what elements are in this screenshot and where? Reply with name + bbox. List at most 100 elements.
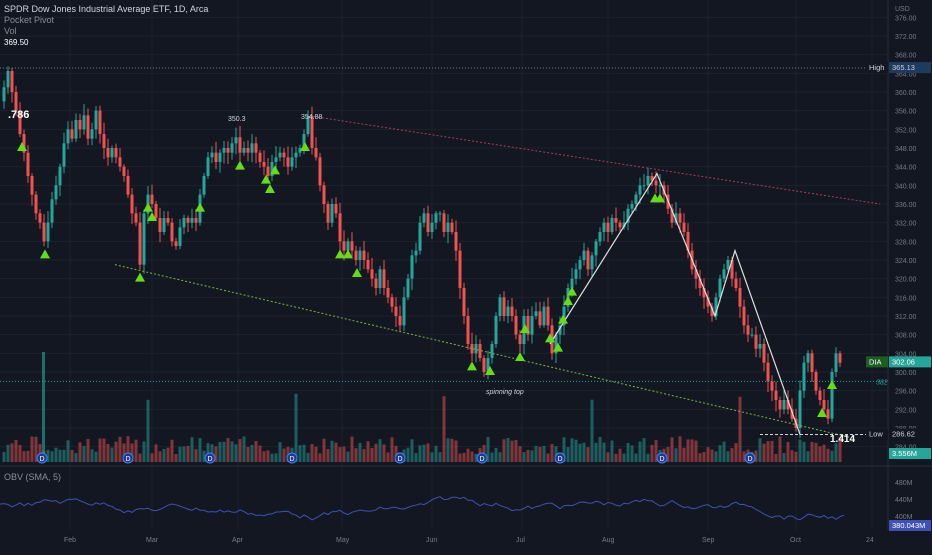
volume-bar — [798, 439, 802, 462]
volume-bar — [394, 445, 398, 462]
volume-bar — [802, 441, 806, 462]
volume-bar — [90, 449, 94, 462]
candle-body — [790, 409, 794, 419]
volume-bar — [294, 393, 298, 462]
volume-bar — [450, 438, 454, 462]
candle-body — [254, 143, 258, 153]
candle-body — [526, 316, 530, 335]
trendline-resistance — [309, 115, 881, 205]
time-tick: Jun — [426, 537, 437, 544]
volume-bar — [410, 439, 414, 462]
candle-body — [386, 288, 390, 298]
volume-bar — [718, 445, 722, 462]
volume-bar — [650, 444, 654, 462]
volume-bar — [818, 446, 822, 462]
obv-legend[interactable]: OBV (SMA, 5) — [4, 472, 62, 482]
price-tick: 348.00 — [895, 146, 917, 153]
last-symbol-bg — [866, 356, 888, 368]
candle-body — [762, 344, 766, 363]
candle-body — [362, 250, 366, 260]
volume-value: 3.556M — [892, 449, 917, 458]
volume-bar — [830, 450, 834, 462]
volume-bar — [158, 451, 162, 462]
dividend-icon — [656, 452, 668, 464]
candle-body — [26, 152, 30, 176]
volume-bar — [578, 443, 582, 462]
volume-bar — [22, 451, 26, 462]
volume-bar — [142, 441, 146, 462]
candle-body — [782, 400, 786, 410]
candle-body — [810, 353, 814, 372]
pocket-pivot-marker — [567, 286, 577, 296]
candle-body — [822, 400, 826, 410]
volume-bar — [386, 452, 390, 462]
volume-bar — [526, 449, 530, 462]
volume-bar — [178, 446, 182, 462]
candle-body — [182, 218, 186, 228]
candle-body — [338, 213, 342, 242]
volume-bar — [454, 440, 458, 462]
pocket-pivot-marker — [270, 165, 280, 175]
candle-body — [838, 353, 842, 363]
candle-body — [758, 344, 762, 349]
candle-body — [58, 166, 62, 186]
volume-bar — [606, 452, 610, 462]
volume-bar — [326, 448, 330, 462]
pocket-pivot-marker — [335, 249, 345, 259]
candle-body — [474, 344, 478, 354]
zigzag-pattern — [549, 172, 801, 435]
candle-body — [734, 278, 738, 288]
candle-body — [274, 157, 278, 162]
volume-bar — [122, 443, 126, 462]
volume-bar — [118, 436, 122, 462]
volume-bar — [810, 441, 814, 462]
candle-body — [654, 180, 658, 186]
volume-bar — [794, 451, 798, 462]
indicator-vol[interactable]: Vol — [4, 26, 17, 36]
candle-body — [610, 218, 614, 232]
candle-body — [702, 288, 706, 298]
volume-bar — [362, 449, 366, 462]
volume-bar — [498, 452, 502, 462]
volume-bar — [6, 444, 10, 462]
candle-body — [670, 208, 674, 223]
volume-bar — [586, 447, 590, 462]
candle-body — [682, 222, 686, 232]
candle-body — [426, 213, 430, 232]
price-tick: 312.00 — [895, 314, 917, 321]
candle-body — [130, 194, 134, 214]
candle-body — [110, 148, 114, 158]
candle-body — [750, 334, 754, 336]
volume-bar — [778, 436, 782, 462]
volume-bar — [222, 441, 226, 462]
dividend-icon-label: D — [398, 456, 403, 463]
volume-bar — [670, 437, 674, 462]
volume-bar — [270, 453, 274, 462]
volume-bar — [194, 449, 198, 462]
volume-bar — [138, 453, 142, 462]
volume-bar — [10, 443, 14, 462]
volume-bar — [626, 443, 630, 462]
pocket-pivot-marker — [515, 352, 525, 361]
volume-bar — [470, 451, 474, 462]
volume-bar — [458, 453, 462, 462]
indicator-pocket-pivot[interactable]: Pocket Pivot — [4, 15, 55, 25]
last-symbol: DIA — [869, 357, 882, 366]
volume-bar — [150, 453, 154, 462]
candle-body — [622, 222, 626, 228]
volume-bar — [806, 451, 810, 462]
volume-bar — [502, 439, 506, 462]
price-tick: 332.00 — [895, 221, 917, 228]
last-value: 302.06 — [892, 357, 915, 366]
candle-body — [578, 260, 582, 270]
volume-bar — [186, 445, 190, 462]
pocket-pivot-marker — [40, 249, 50, 259]
candle-body — [342, 241, 346, 251]
candle-body — [510, 306, 514, 316]
chart-legend: SPDR Dow Jones Industrial Average ETF, 1… — [4, 4, 208, 37]
candle-body — [478, 344, 482, 358]
top-left-price: 369.50 — [2, 38, 31, 47]
volume-bar — [838, 436, 842, 462]
